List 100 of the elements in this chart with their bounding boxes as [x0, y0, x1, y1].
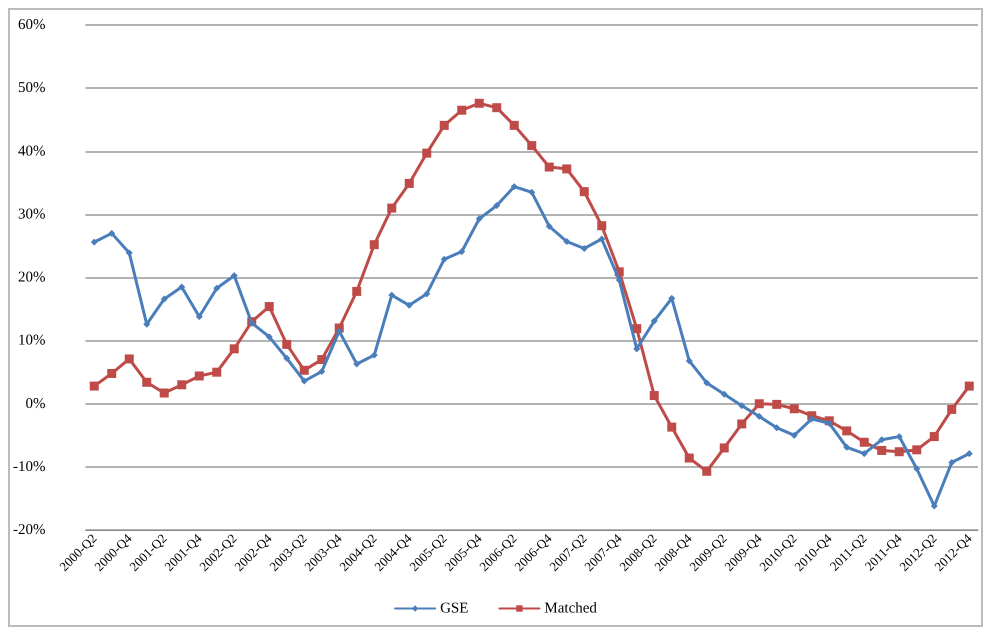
y-tick-label: 50%: [18, 80, 46, 96]
point: [230, 344, 239, 354]
point: [684, 454, 694, 463]
point: [493, 202, 500, 210]
point: [370, 352, 378, 359]
point: [544, 162, 554, 172]
point: [266, 333, 273, 340]
point: [650, 391, 659, 400]
point: [702, 466, 712, 476]
point: [510, 120, 519, 130]
point: [213, 284, 220, 292]
point: [457, 106, 466, 115]
point: [230, 272, 238, 280]
point: [878, 436, 886, 444]
point: [387, 204, 396, 213]
point: [212, 368, 222, 377]
legend-label: Matched: [544, 600, 598, 616]
point: [947, 404, 956, 414]
point: [476, 215, 483, 222]
point: [843, 444, 850, 451]
point: [720, 390, 728, 398]
point: [877, 446, 886, 455]
point: [616, 276, 623, 284]
point: [370, 240, 379, 250]
point: [108, 230, 116, 237]
point: [440, 120, 449, 130]
point: [912, 445, 922, 454]
point: [177, 380, 186, 390]
point: [282, 340, 292, 349]
point: [492, 103, 502, 112]
point: [107, 368, 116, 378]
point: [563, 238, 570, 246]
point: [352, 286, 362, 296]
y-tick-label: 30%: [18, 206, 46, 222]
point: [860, 438, 869, 447]
point: [124, 354, 134, 364]
point: [160, 295, 168, 302]
point: [756, 412, 763, 420]
point: [388, 292, 396, 299]
point: [318, 368, 326, 376]
point: [90, 238, 98, 246]
point: [300, 366, 309, 375]
point: [842, 426, 852, 436]
point: [406, 302, 413, 309]
point: [772, 400, 782, 409]
point: [474, 98, 484, 108]
point: [930, 432, 939, 442]
point: [790, 432, 798, 439]
point: [317, 355, 326, 364]
point: [546, 222, 553, 230]
point: [458, 248, 466, 256]
point: [738, 402, 746, 410]
point: [422, 148, 432, 158]
point: [966, 450, 973, 458]
point: [527, 141, 536, 150]
point: [90, 382, 99, 391]
point: [598, 235, 606, 242]
point: [353, 360, 360, 368]
point: [964, 382, 974, 391]
point: [404, 178, 414, 188]
point: [808, 415, 816, 422]
point: [826, 420, 833, 427]
point: [440, 256, 448, 263]
point: [196, 313, 203, 320]
point: [754, 399, 764, 408]
point: [894, 447, 904, 456]
point: [423, 290, 430, 298]
point: [703, 379, 710, 386]
point: [283, 354, 290, 362]
point: [913, 465, 920, 472]
point: [720, 443, 729, 452]
y-tick-label: 40%: [18, 143, 46, 160]
point: [580, 244, 588, 252]
point: [650, 318, 658, 325]
point: [510, 183, 518, 190]
legend-label: GSE: [440, 600, 468, 616]
point: [160, 388, 169, 398]
point: [126, 249, 133, 256]
point: [194, 371, 204, 380]
point: [773, 424, 780, 432]
y-tick-label: -10%: [12, 458, 46, 475]
point: [860, 450, 868, 458]
point: [580, 187, 589, 196]
point: [737, 419, 746, 428]
point: [686, 357, 693, 364]
y-tick-label: -20%: [12, 522, 46, 538]
y-tick-label: 0%: [25, 396, 46, 412]
point: [948, 458, 956, 466]
y-tick-label: 60%: [18, 17, 46, 33]
point: [300, 378, 308, 385]
y-tick-label: 10%: [18, 332, 46, 349]
point: [667, 422, 676, 432]
point: [264, 302, 274, 312]
point: [597, 221, 606, 230]
point: [528, 188, 536, 196]
point: [178, 283, 186, 290]
point: [562, 164, 572, 174]
point: [790, 404, 799, 414]
y-tick-label: 20%: [18, 270, 46, 286]
point: [142, 378, 152, 387]
